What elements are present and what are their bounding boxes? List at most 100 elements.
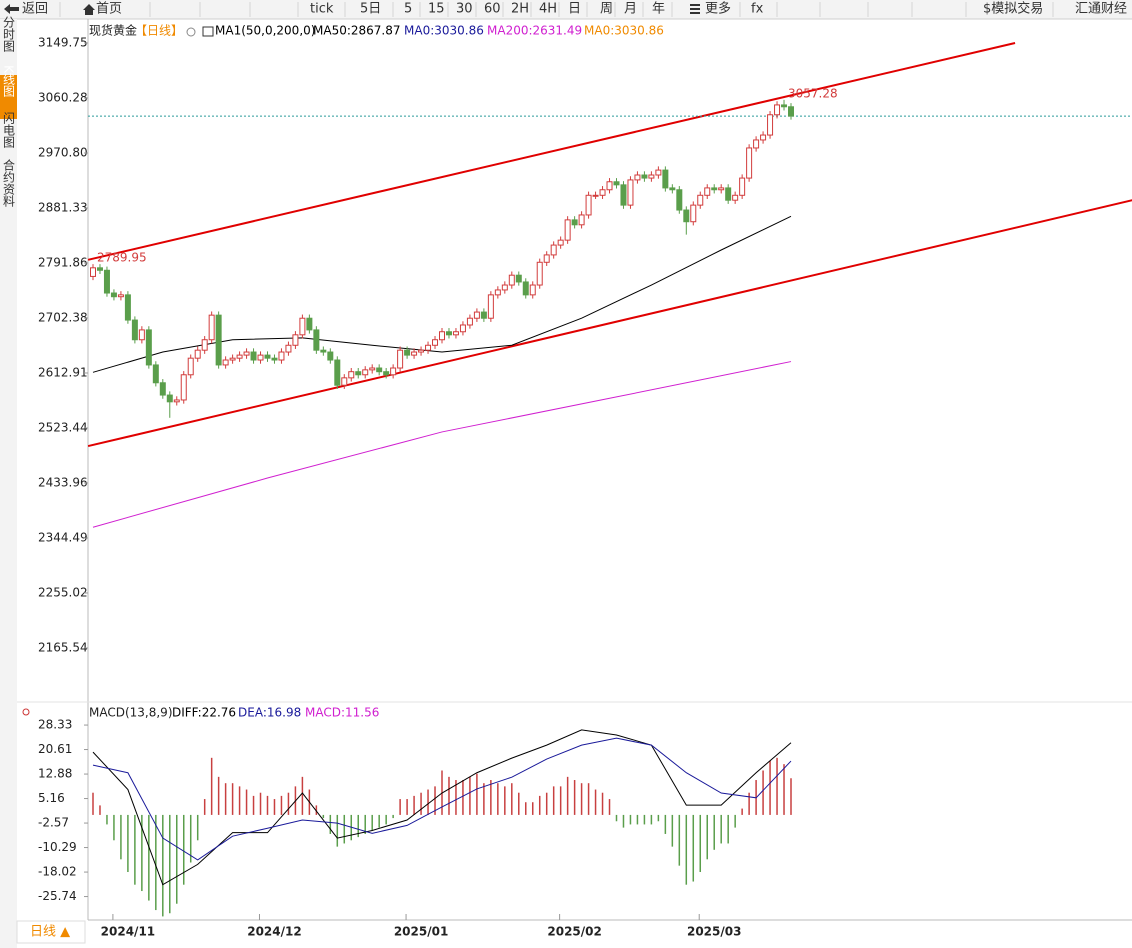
candle-body (271, 357, 278, 361)
y-tick-label: 3060.28 (38, 90, 88, 104)
macd-bar (608, 799, 611, 815)
candle-body (487, 294, 494, 319)
toolbar-button[interactable]: 15 (428, 2, 445, 17)
toolbar-button[interactable]: 汇通财经 (1075, 2, 1127, 17)
candle-body (355, 371, 362, 376)
candle-body (334, 359, 341, 386)
candle-body (655, 169, 662, 176)
macd-bar (155, 814, 157, 911)
toolbar-button[interactable]: 4H (539, 2, 557, 17)
macd-bar (497, 783, 499, 815)
candle-body (662, 169, 669, 189)
macd-dea-line (92, 737, 792, 861)
toolbar-button[interactable]: 30 (456, 2, 473, 17)
macd-tick-label: 20.61 (38, 742, 72, 756)
back-icon[interactable] (4, 4, 19, 14)
macd-bar (399, 799, 401, 815)
sidebar-tab[interactable]: 合约资料 (2, 158, 16, 207)
macd-bar (245, 789, 248, 815)
candle-body (369, 367, 376, 371)
toolbar-button[interactable]: $模拟交易 (983, 1, 1043, 17)
sidebar-tab[interactable]: K线图 (2, 65, 16, 97)
candle-body (257, 354, 264, 361)
toolbar-button[interactable]: 首页 (96, 2, 122, 17)
candle-body (397, 349, 404, 369)
macd-bar (587, 783, 590, 815)
macd-bar (469, 776, 471, 815)
candle-body (732, 194, 739, 201)
toolbar-button[interactable]: 周 (600, 2, 613, 17)
high-label: 2789.95 (97, 251, 147, 265)
candle-body (718, 187, 725, 191)
candle-body (620, 184, 627, 206)
add-icon[interactable] (186, 27, 196, 37)
macd-bar (476, 773, 478, 815)
macd-bar (678, 814, 681, 866)
legend-entry: MA50:2867.87 (313, 24, 401, 38)
toolbar-button[interactable]: 5日 (360, 2, 381, 17)
macd-bar (664, 814, 667, 834)
candle-body (592, 194, 599, 197)
period-label: 【日线】 (135, 24, 183, 38)
candle-body (571, 219, 578, 226)
candle-body (152, 364, 159, 384)
candle-body (418, 349, 425, 353)
macd-bar (266, 795, 269, 815)
toolbar-button[interactable]: 月 (624, 2, 637, 17)
instrument-name: 现货黄金 (89, 23, 137, 38)
macd-tick-label: -2.57 (38, 816, 69, 830)
macd-bar (636, 814, 639, 825)
toolbar-button[interactable]: 2H (511, 2, 529, 17)
tab-box[interactable] (16, 920, 86, 944)
toolbar-button[interactable]: 60 (484, 2, 501, 17)
candle-body (697, 194, 704, 206)
macd-bar (378, 814, 380, 828)
y-tick-label: 2165.54 (38, 640, 88, 654)
candle-body (550, 244, 557, 256)
macd-bar (762, 770, 764, 815)
macd-bar (783, 764, 785, 815)
candle-body (362, 369, 369, 376)
more-icon[interactable] (690, 4, 700, 14)
candle-body (774, 104, 781, 116)
y-tick-label: 2970.80 (38, 145, 88, 159)
macd-bar (106, 814, 108, 825)
macd-bar (92, 792, 94, 815)
sidebar-tab[interactable]: 分时图 (2, 16, 16, 52)
legend-entry: MA0:3030.86 (584, 24, 664, 38)
macd-bar (210, 757, 213, 815)
candle-body (641, 174, 648, 179)
period-tab[interactable]: 日线 ▲ (30, 925, 70, 940)
macd-bar (573, 780, 576, 815)
candle-body (229, 357, 236, 361)
candle-body (578, 214, 585, 226)
toolbar-button[interactable]: 更多 (705, 1, 731, 17)
high-label: 3057.28 (788, 86, 838, 100)
macd-bar (357, 814, 359, 838)
settings-icon[interactable] (22, 708, 30, 716)
macd-bar (511, 783, 513, 815)
toolbar-button[interactable]: 日 (568, 2, 581, 17)
home-icon[interactable] (83, 4, 95, 15)
candle-body (180, 374, 187, 401)
toolbar-button[interactable]: fx (751, 2, 764, 17)
macd-bar (790, 778, 792, 815)
candle-body (341, 377, 348, 386)
macd-bar (252, 795, 255, 815)
toolbar-button[interactable]: 年 (652, 2, 665, 17)
legend-entry: MA1(50,0,200,0) (215, 24, 315, 38)
y-tick-label: 2612.91 (38, 365, 88, 379)
candle-body (585, 194, 592, 216)
candle-body (564, 219, 571, 241)
macd-bar (615, 814, 618, 822)
toolbar-button[interactable]: 返回 (22, 2, 48, 17)
candle-body (529, 284, 536, 296)
macd-bar (343, 814, 346, 844)
toolbar-button[interactable]: 5 (404, 2, 412, 17)
sidebar-tab[interactable]: 闪电图 (2, 112, 16, 148)
macd-bar (301, 776, 304, 815)
candle-body (676, 189, 683, 211)
macd-bar (127, 814, 129, 873)
macd-bar (685, 814, 688, 885)
toolbar-button[interactable]: tick (310, 2, 334, 17)
